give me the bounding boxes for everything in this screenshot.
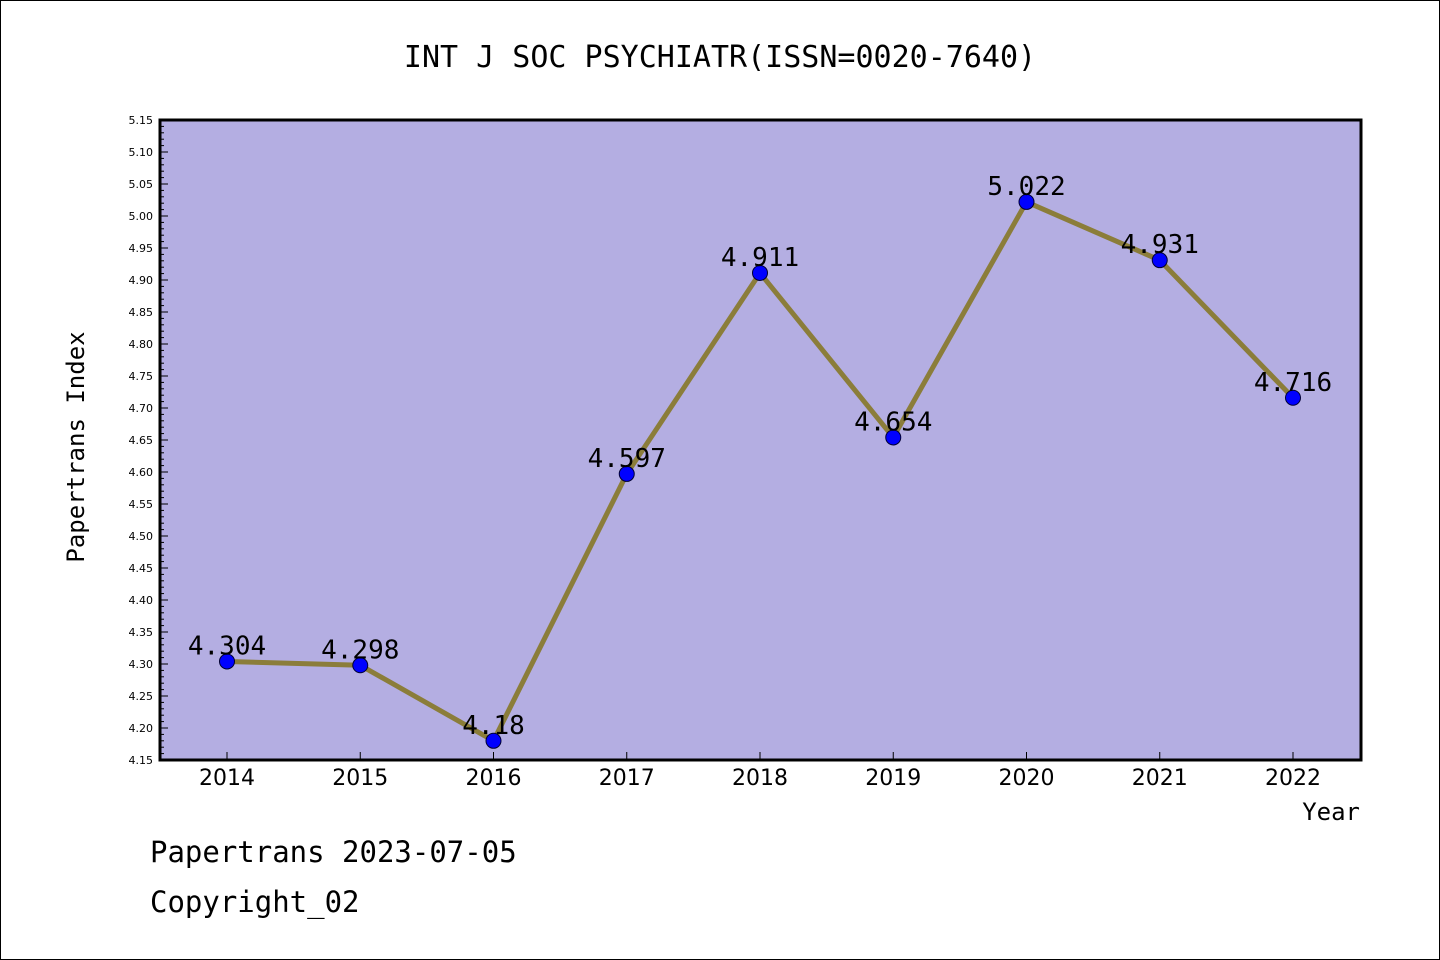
y-tick-label: 4.40 bbox=[129, 594, 154, 607]
y-tick-label: 4.60 bbox=[129, 466, 154, 479]
data-label: 4.18 bbox=[462, 711, 525, 741]
y-axis: 4.15 4.20 4.25 4.30 4.35 4.40 4.45 4.50 4.55 4.60… bbox=[129, 114, 168, 767]
y-tick-label: 5.10 bbox=[129, 146, 154, 159]
footer-date: Papertrans 2023-07-05 bbox=[150, 835, 517, 869]
y-tick-label: 4.85 bbox=[129, 306, 154, 319]
x-tick-label: 2019 bbox=[865, 766, 921, 791]
data-point bbox=[219, 653, 235, 670]
data-point bbox=[1151, 252, 1168, 269]
data-point bbox=[352, 657, 369, 674]
data-label: 4.654 bbox=[854, 407, 932, 437]
data-point bbox=[618, 465, 635, 482]
x-axis-title: Year bbox=[1302, 798, 1360, 826]
y-tick-label: 4.65 bbox=[129, 434, 154, 447]
data-labels: 4.304 4.298 4.18 4.597 4.911 4.654 5.022 4.931 4… bbox=[188, 172, 1332, 741]
y-tick-label: 5.05 bbox=[129, 178, 154, 191]
y-tick-label: 4.55 bbox=[129, 498, 154, 511]
x-tick-label: 2021 bbox=[1132, 766, 1188, 791]
plot-area bbox=[158, 118, 1363, 762]
x-tick-label: 2016 bbox=[466, 766, 522, 791]
y-tick-label: 4.70 bbox=[129, 402, 154, 415]
y-tick-label: 4.25 bbox=[129, 690, 154, 703]
y-tick-label: 4.90 bbox=[129, 274, 154, 287]
data-point bbox=[485, 732, 502, 749]
y-tick-label: 4.75 bbox=[129, 370, 154, 383]
y-tick-label: 4.50 bbox=[129, 530, 154, 543]
data-point bbox=[1018, 193, 1035, 210]
data-label: 4.298 bbox=[321, 635, 399, 665]
footer-copyright: Copyright_02 bbox=[150, 885, 360, 919]
x-tick-label: 2014 bbox=[199, 766, 255, 791]
y-tick-label: 5.15 bbox=[129, 114, 154, 127]
x-tick-label: 2017 bbox=[599, 766, 655, 791]
x-tick-label: 2015 bbox=[332, 766, 388, 791]
series-markers bbox=[219, 193, 1301, 749]
y-tick-label: 4.30 bbox=[129, 658, 154, 671]
data-point bbox=[885, 429, 902, 446]
y-tick-label: 4.15 bbox=[129, 754, 154, 767]
x-tick-label: 2020 bbox=[999, 766, 1055, 791]
y-axis-title: Papertrans Index bbox=[62, 331, 90, 562]
y-tick-label: 4.20 bbox=[129, 722, 154, 735]
data-label: 4.597 bbox=[588, 444, 666, 474]
data-label: 4.304 bbox=[188, 631, 266, 661]
data-label: 5.022 bbox=[987, 172, 1065, 202]
x-axis: 2014 2015 2016 2017 2018 2019 2020 2021 2022 bbox=[199, 752, 1321, 791]
y-tick-label: 4.35 bbox=[129, 626, 154, 639]
y-tick-label: 4.80 bbox=[129, 338, 154, 351]
y-tick-label: 5.00 bbox=[129, 210, 154, 223]
x-tick-label: 2022 bbox=[1265, 766, 1321, 791]
chart-title: INT J SOC PSYCHIATR(ISSN=0020-7640) bbox=[404, 40, 1036, 75]
y-tick-label: 4.95 bbox=[129, 242, 154, 255]
y-tick-label: 4.45 bbox=[129, 562, 154, 575]
data-label: 4.931 bbox=[1121, 230, 1199, 260]
data-label: 4.911 bbox=[721, 243, 799, 273]
x-tick-label: 2018 bbox=[732, 766, 788, 791]
data-point bbox=[1285, 389, 1301, 406]
data-point bbox=[752, 264, 768, 281]
data-label: 4.716 bbox=[1254, 368, 1332, 398]
